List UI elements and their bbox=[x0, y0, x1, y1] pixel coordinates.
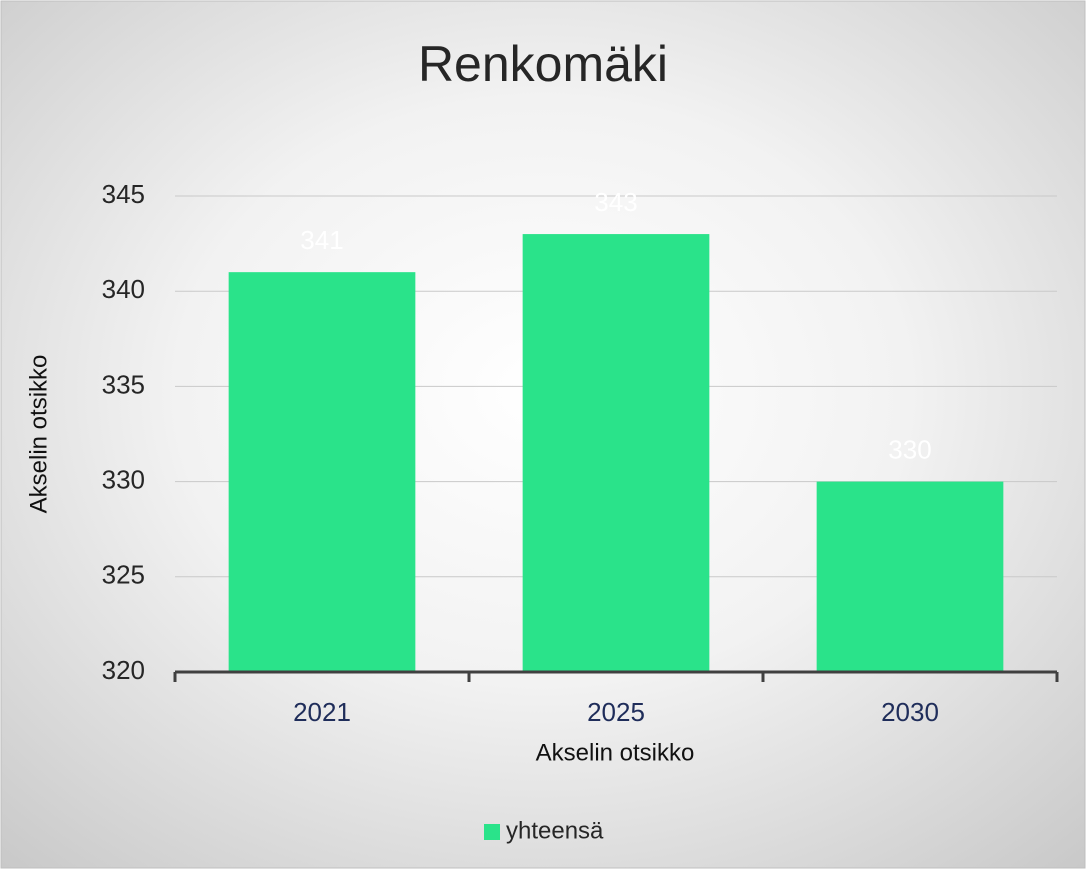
x-tick-label: 2025 bbox=[587, 697, 645, 727]
y-axis-title: Akselin otsikko bbox=[25, 355, 52, 514]
legend-swatch bbox=[484, 824, 500, 840]
y-tick-label: 340 bbox=[102, 274, 145, 304]
y-tick-label: 325 bbox=[102, 560, 145, 590]
bar bbox=[228, 272, 416, 672]
y-tick-label: 330 bbox=[102, 464, 145, 494]
chart-title: Renkomäki bbox=[418, 36, 668, 92]
bar bbox=[522, 234, 710, 672]
data-label: 341 bbox=[300, 225, 343, 255]
data-label: 343 bbox=[594, 187, 637, 217]
y-tick-label: 335 bbox=[102, 369, 145, 399]
x-axis-title: Akselin otsikko bbox=[536, 739, 695, 766]
x-tick-label: 2021 bbox=[293, 697, 351, 727]
x-tick-label: 2030 bbox=[881, 697, 939, 727]
y-tick-label: 320 bbox=[102, 655, 145, 685]
legend-label: yhteensä bbox=[506, 817, 604, 844]
y-tick-label: 345 bbox=[102, 179, 145, 209]
data-label: 330 bbox=[888, 434, 931, 464]
bar bbox=[816, 481, 1004, 672]
